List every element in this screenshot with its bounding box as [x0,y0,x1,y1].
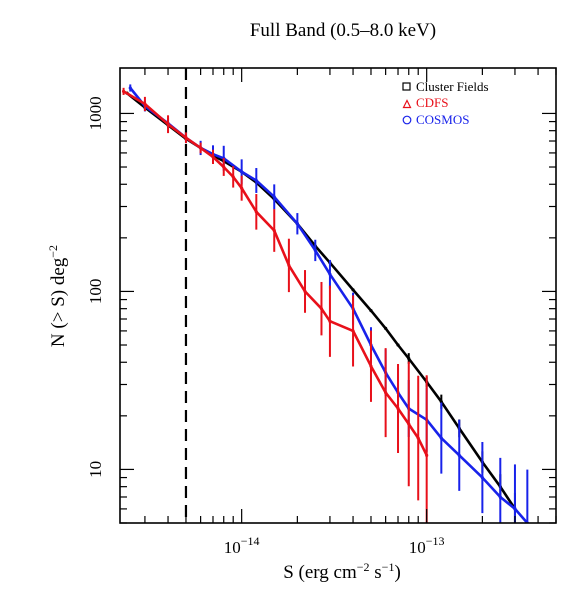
data-point-cdfs [396,406,400,411]
x-tick-label-base: 10 [224,538,241,557]
legend-label-cosmos: COSMOS [416,112,469,127]
data-point-cdfs [222,165,226,169]
data-point-cdfs [351,329,355,333]
data-point-cdfs [416,436,420,440]
data-point-cosmos [128,86,132,90]
y-tick-label: 1000 [86,96,105,130]
data-point-cdfs [319,307,324,311]
data-point-cosmos [457,453,461,457]
data-point-cdfs [287,263,291,268]
triangle-marker-icon [402,99,412,109]
x-axis-label-exp1: −2 [357,560,370,574]
data-point-cdfs [231,175,235,179]
data-point-cosmos [254,178,258,183]
x-tick-label-base: 10 [409,538,426,557]
data-point-cosmos [272,195,276,199]
data-point-cosmos [498,495,502,499]
data-point-cosmos [328,272,332,276]
legend-item-cluster-fields: Cluster Fields [402,79,489,94]
series-line-cdfs [122,90,428,456]
y-axis-label-exp: −2 [46,245,60,258]
x-axis-label-mid: s [370,562,382,583]
data-point-cluster-fields [384,326,388,330]
data-point-cdfs [407,422,411,426]
data-point-cluster-fields [407,356,411,361]
legend: Cluster Fields CDFS COSMOS [402,79,489,127]
data-point-cdfs [303,289,307,294]
legend-label-cluster-fields: Cluster Fields [416,79,489,94]
data-point-cluster-fields [396,343,400,347]
data-point-cosmos [295,222,299,226]
x-axis-label: S (erg cm−2 s−1) [283,560,401,583]
data-point-cdfs [328,319,332,323]
data-point-cluster-fields [369,309,373,313]
x-axis-label-main: S (erg cm [283,562,357,583]
chart-title: Full Band (0.5–8.0 keV) [250,20,436,41]
data-point-cdfs [272,228,276,233]
data-point-cosmos [313,248,317,253]
series-group [121,68,529,523]
legend-label-cdfs: CDFS [416,95,449,110]
circle-marker-icon [402,115,412,125]
legend-item-cdfs: CDFS [402,95,449,110]
data-point-cdfs [166,122,170,126]
square-marker-icon [402,82,411,91]
x-tick-label-exp: −13 [426,534,445,548]
data-point-cdfs [254,210,258,214]
data-point-cdfs [199,146,203,150]
data-point-cdfs [369,364,373,368]
x-tick-label: 10−14 [224,534,260,557]
data-point-cdfs [384,391,388,395]
plot-area [121,68,529,523]
x-axis-label-end: ) [394,562,400,583]
data-point-cdfs [184,136,188,140]
data-point-cluster-fields [351,288,355,292]
y-axis-label-main: N (> S) deg [48,257,69,347]
y-axis-label: N (> S) deg−2 [46,245,69,347]
series-line-cosmos [129,87,529,523]
data-point-cosmos [439,436,443,440]
data-point-cdfs [211,155,215,159]
data-point-cosmos [480,475,484,480]
y-tick-label: 100 [86,279,105,305]
x-axis-label-exp2: −1 [382,560,395,574]
data-point-cosmos [513,507,517,511]
plot-frame [119,67,557,524]
data-point-cdfs [240,186,244,190]
data-point-cosmos [240,170,244,174]
x-tick-label: 10−13 [409,534,445,557]
y-tick-label: 10 [86,461,105,478]
x-tick-label-exp: −14 [241,534,260,548]
data-point-cdfs [425,453,429,457]
legend-item-cosmos: COSMOS [402,112,469,127]
data-point-cdfs [121,89,126,93]
data-point-cdfs [143,102,147,106]
